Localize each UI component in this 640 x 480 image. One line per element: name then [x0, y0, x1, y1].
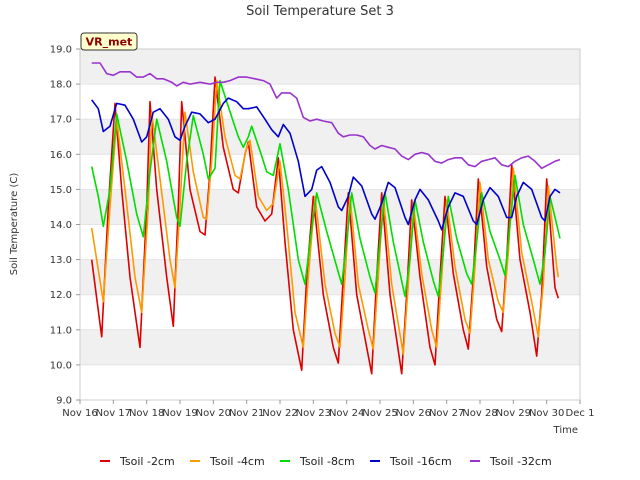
y-tick-label: 17.0 — [50, 115, 72, 126]
x-tick-label: Nov 21 — [229, 408, 264, 419]
legend-label: Tsoil -8cm — [299, 455, 355, 468]
legend-label: Tsoil -4cm — [209, 455, 265, 468]
legend-item: Tsoil -8cm — [280, 455, 355, 468]
y-tick-label: 9.0 — [56, 396, 72, 407]
x-tick-label: Nov 18 — [129, 408, 164, 419]
grid-band — [80, 49, 580, 85]
legend-item: Tsoil -4cm — [190, 455, 265, 468]
y-tick-label: 12.0 — [50, 290, 72, 301]
legend-item: Tsoil -2cm — [100, 455, 175, 468]
y-tick-label: 16.0 — [50, 150, 72, 161]
series-line-tsoil-16cm — [91, 97, 561, 231]
badge-label: VR_met — [86, 36, 133, 49]
chart-title: Soil Temperature Set 3 — [246, 4, 394, 19]
y-axis-label: Soil Temperature (C) — [9, 173, 20, 276]
legend: Tsoil -2cm Tsoil -4cm Tsoil -8cm Tsoil -16c… — [100, 455, 552, 468]
grid-band — [80, 189, 580, 225]
x-tick-label: Nov 22 — [262, 408, 297, 419]
legend-label: Tsoil -32cm — [489, 455, 552, 468]
grid-bands — [80, 49, 580, 401]
x-tick-label: Nov 19 — [162, 408, 197, 419]
y-tick-label: 11.0 — [50, 325, 72, 336]
series-line-tsoil-8cm — [90, 79, 561, 298]
y-tick-label: 14.0 — [50, 220, 72, 231]
legend-item: Tsoil -16cm — [370, 455, 452, 468]
x-axis-label: Time — [553, 425, 578, 436]
x-tick-label: Nov 29 — [496, 408, 531, 419]
series-layer — [90, 62, 561, 375]
x-tick-label: Nov 25 — [362, 408, 397, 419]
x-tick-label: Nov 24 — [329, 408, 364, 419]
x-tick-label: Nov 17 — [96, 408, 131, 419]
series-line-tsoil-32cm — [91, 62, 561, 170]
y-tick-label: 18.0 — [50, 80, 72, 91]
grid-band — [80, 329, 580, 365]
y-tick-label: 13.0 — [50, 255, 72, 266]
x-tick-label: Nov 27 — [429, 408, 464, 419]
y-tick-label: 19.0 — [50, 45, 72, 56]
legend-label: Tsoil -2cm — [119, 455, 175, 468]
x-tick-label: Nov 26 — [396, 408, 431, 419]
y-tick-label: 10.0 — [50, 360, 72, 371]
legend-label: Tsoil -16cm — [389, 455, 452, 468]
x-tick-label: Nov 16 — [62, 408, 97, 419]
x-tick-label: Nov 23 — [296, 408, 331, 419]
x-tick-label: Nov 20 — [196, 408, 231, 419]
y-axis: 9.0 10.0 11.0 12.0 13.0 14.0 15.0 16.0 17.0 18.0 1… — [50, 45, 80, 407]
x-tick-label: Nov 28 — [462, 408, 497, 419]
vr-met-badge: VR_met — [80, 32, 138, 51]
x-tick-label: Dec 1 — [566, 408, 595, 419]
y-tick-label: 15.0 — [50, 185, 72, 196]
grid-band — [80, 259, 580, 295]
x-tick-label: Nov 30 — [529, 408, 564, 419]
series-line-tsoil-4cm — [90, 79, 560, 356]
legend-item: Tsoil -32cm — [470, 455, 552, 468]
